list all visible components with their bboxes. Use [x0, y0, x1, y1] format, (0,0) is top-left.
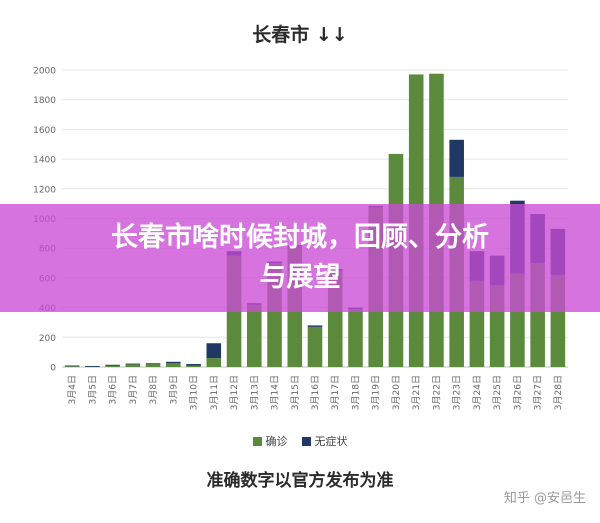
x-tick-label: 3月13日: [249, 375, 260, 410]
watermark: 知乎 @安邑生: [503, 491, 586, 506]
legend-label-asymptomatic: 无症状: [314, 435, 348, 448]
bar-asymptomatic: [64, 365, 80, 367]
x-tick-label: 3月22日: [431, 375, 442, 410]
bar-confirmed: [348, 309, 363, 367]
bar-asymptomatic: [85, 365, 100, 367]
x-tick-label: 3月5日: [87, 375, 98, 404]
y-tick-label: 1800: [33, 96, 56, 106]
legend: 确诊 无症状: [0, 433, 600, 449]
x-tick-label: 3月12日: [229, 375, 240, 410]
bar-confirmed: [166, 363, 181, 367]
bar-asymptomatic: [105, 364, 120, 366]
x-tick-label: 3月14日: [270, 375, 281, 410]
x-axis-tick-labels: 3月4日 3月5日 3月6日 3月7日 3月8日 3月9日 3月10日 3月11日 3月12日 3…: [67, 375, 564, 410]
chart-title: 长春市 ↓↓: [252, 24, 348, 46]
bar-asymptomatic: [166, 361, 181, 364]
x-tick-label: 3月23日: [452, 375, 463, 410]
bar-asymptomatic: [145, 363, 161, 365]
title-banner: 长春市啥时候封城，回顾、分析 与展望: [0, 204, 600, 312]
y-tick-label: 2000: [33, 67, 56, 77]
x-tick-label: 3月6日: [108, 375, 119, 404]
legend-swatch-confirmed: [252, 436, 262, 446]
bar-asymptomatic: [206, 343, 222, 359]
bar-confirmed: [125, 364, 141, 367]
bar-confirmed: [206, 358, 222, 367]
legend-label-confirmed: 确诊: [265, 435, 288, 448]
y-tick-label: 1200: [33, 185, 56, 195]
y-tick-label: 0: [50, 364, 56, 374]
x-tick-label: 3月28日: [553, 375, 564, 410]
x-tick-label: 3月21日: [411, 375, 422, 410]
bar-asymptomatic: [125, 363, 141, 365]
bar-confirmed: [307, 326, 323, 367]
x-tick-label: 3月24日: [472, 375, 483, 410]
x-tick-label: 3月4日: [67, 375, 78, 404]
x-tick-label: 3月17日: [330, 375, 341, 410]
banner-line-1: 长春市啥时候封城，回顾、分析: [111, 222, 489, 253]
banner-text: 长春市啥时候封城，回顾、分析 与展望: [40, 218, 560, 298]
legend-swatch-asymptomatic: [301, 436, 311, 446]
x-tick-label: 3月9日: [168, 375, 179, 404]
x-tick-label: 3月11日: [209, 375, 220, 410]
y-tick-label: 200: [39, 334, 56, 344]
x-tick-label: 3月8日: [148, 375, 159, 404]
x-tick-label: 3月7日: [128, 375, 139, 404]
x-tick-label: 3月19日: [371, 375, 382, 410]
x-tick-label: 3月25日: [492, 375, 503, 410]
chart-footnote: 准确数字以官方发布为准: [206, 471, 394, 491]
legend-item-asymptomatic: 无症状: [301, 433, 348, 449]
x-tick-label: 3月16日: [310, 375, 321, 410]
banner-line-2: 与展望: [259, 262, 341, 293]
x-tick-label: 3月20日: [391, 375, 402, 410]
bar-confirmed: [64, 366, 80, 368]
bar-confirmed: [186, 365, 201, 367]
bar-confirmed: [145, 364, 161, 367]
x-tick-label: 3月15日: [290, 375, 301, 410]
y-tick-label: 1600: [33, 126, 56, 136]
bar-confirmed: [105, 365, 120, 367]
x-tick-label: 3月10日: [189, 375, 200, 410]
bar-confirmed: [246, 304, 262, 367]
bar-asymptomatic: [449, 139, 464, 177]
y-tick-label: 1400: [33, 156, 56, 166]
legend-item-confirmed: 确诊: [252, 433, 288, 449]
x-tick-label: 3月26日: [512, 375, 523, 410]
bar-asymptomatic: [307, 325, 323, 327]
x-tick-label: 3月27日: [533, 375, 544, 410]
bar-asymptomatic: [186, 364, 201, 366]
x-tick-label: 3月18日: [350, 375, 361, 410]
